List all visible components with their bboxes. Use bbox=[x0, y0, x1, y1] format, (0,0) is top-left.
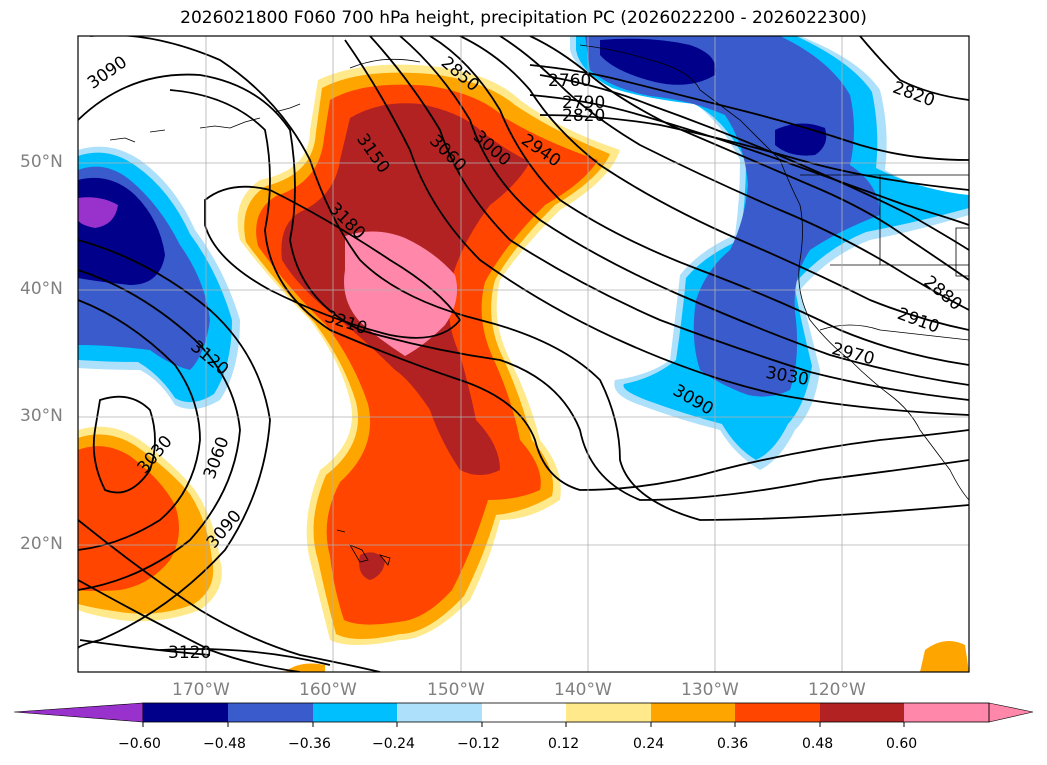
contour-label: 3060 bbox=[200, 434, 234, 481]
map-frame bbox=[77, 35, 970, 673]
colorbar-tick-label: 0.24 bbox=[633, 736, 665, 752]
contour-label: 2970 bbox=[830, 339, 877, 370]
colorbar bbox=[13, 702, 1034, 727]
colorbar-tick-label: −0.36 bbox=[288, 736, 331, 752]
colorbar-tick-label: −0.24 bbox=[372, 736, 415, 752]
contour-label: 2760 bbox=[548, 71, 591, 91]
longitude-label: 150°W bbox=[427, 680, 485, 700]
colorbar-swatch bbox=[988, 702, 1034, 723]
colorbar-swatch bbox=[313, 703, 397, 722]
contour-label: 2880 bbox=[920, 272, 966, 315]
contour-label: 3120 bbox=[168, 643, 211, 663]
latitude-label: 50°N bbox=[20, 152, 63, 172]
contour-label: 2820 bbox=[890, 78, 937, 112]
longitude-label: 160°W bbox=[299, 680, 357, 700]
latitude-label: 30°N bbox=[20, 406, 63, 426]
latitude-label: 20°N bbox=[20, 534, 63, 554]
colorbar-tick-label: 0.36 bbox=[717, 736, 749, 752]
grid-lines bbox=[78, 36, 969, 672]
longitude-label: 130°W bbox=[681, 680, 739, 700]
colorbar-tick-label: −0.60 bbox=[118, 736, 161, 752]
neg-anomaly-w-purple bbox=[78, 197, 118, 228]
longitude-label: 140°W bbox=[554, 680, 612, 700]
longitude-label: 170°W bbox=[172, 680, 230, 700]
colorbar-swatch bbox=[13, 702, 144, 723]
contour-label: 2820 bbox=[562, 106, 605, 126]
colorbar-tick-label: −0.48 bbox=[203, 736, 246, 752]
colorbar-tick-label: 0.48 bbox=[802, 736, 834, 752]
contour-label: 2790 bbox=[562, 93, 605, 113]
pos-anomaly-south bbox=[285, 663, 325, 672]
colorbar-swatch bbox=[820, 703, 904, 722]
colorbar-swatch bbox=[397, 703, 482, 722]
colorbar-swatch bbox=[482, 703, 566, 722]
height-contours bbox=[78, 36, 969, 672]
colorbar-swatch bbox=[651, 703, 735, 722]
colorbar-swatch bbox=[904, 703, 989, 722]
colorbar-swatch bbox=[735, 703, 820, 722]
colorbar-swatch bbox=[143, 703, 228, 722]
neg-anomaly-e-navy-2 bbox=[775, 123, 827, 156]
map-title: 2026021800 F060 700 hPa height, precipit… bbox=[180, 8, 867, 28]
coastlines bbox=[109, 44, 969, 566]
colorbar-swatch bbox=[566, 703, 651, 722]
pos-anomaly-sw-red bbox=[78, 446, 179, 591]
longitude-label: 120°W bbox=[808, 680, 866, 700]
latitude-label: 40°N bbox=[20, 279, 63, 299]
pos-anomaly-se-corner bbox=[920, 641, 969, 672]
colorbar-tick-label: 0.60 bbox=[886, 736, 918, 752]
pos-anomaly-pink bbox=[344, 231, 458, 356]
colorbar-swatch bbox=[228, 703, 313, 722]
colorbar-tick-label: −0.12 bbox=[457, 736, 500, 752]
pos-anomaly-darkred-hawaii bbox=[359, 552, 385, 580]
colorbar-tick-label: 0.12 bbox=[548, 736, 580, 752]
